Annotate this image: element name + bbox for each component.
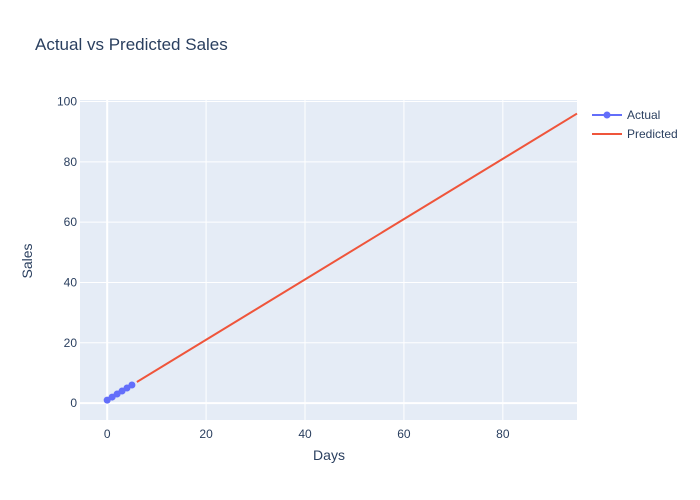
y-tick-label: 60: [64, 215, 78, 229]
y-tick-label: 40: [64, 275, 78, 289]
y-tick-label: 20: [64, 336, 78, 350]
legend-item-predicted[interactable]: Predicted: [592, 127, 678, 141]
legend[interactable]: Actual Predicted: [592, 108, 678, 141]
data-point-actual[interactable]: [128, 381, 136, 389]
series-layer: [103, 112, 578, 404]
x-axis-title: Days: [313, 447, 345, 463]
legend-label: Predicted: [627, 127, 678, 141]
y-tick-label: 100: [57, 95, 77, 109]
y-axis-ticks: 0 20 40 60 80 100: [57, 95, 77, 411]
x-tick-label: 60: [397, 427, 411, 441]
x-tick-label: 20: [199, 427, 213, 441]
series-line-predicted: [136, 112, 578, 383]
y-tick-label: 0: [70, 396, 77, 410]
x-tick-label: 0: [104, 427, 111, 441]
y-tick-label: 80: [64, 155, 78, 169]
legend-marker: [603, 111, 611, 119]
x-tick-label: 40: [298, 427, 312, 441]
legend-label: Actual: [627, 108, 660, 122]
x-tick-label: 80: [496, 427, 510, 441]
chart-title: Actual vs Predicted Sales: [35, 35, 228, 54]
y-axis-title: Sales: [19, 243, 35, 278]
grid-lines: [80, 100, 577, 420]
legend-item-actual[interactable]: Actual: [592, 108, 660, 122]
x-axis-ticks: 0 20 40 60 80: [104, 427, 510, 441]
